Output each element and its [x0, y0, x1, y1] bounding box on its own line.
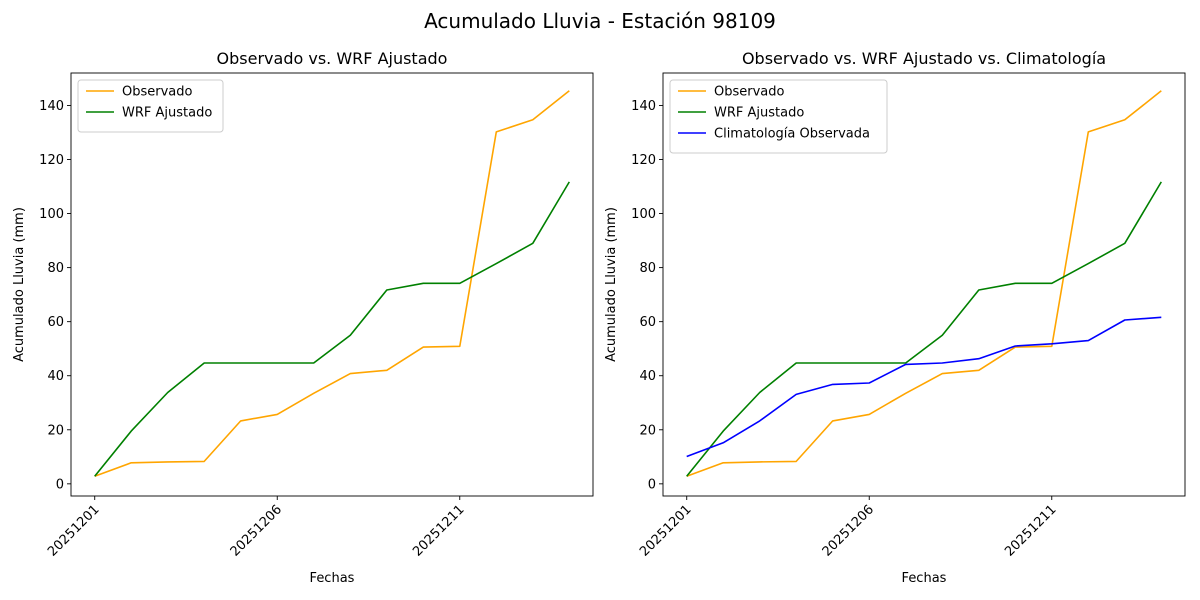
legend-label: Observado	[122, 85, 193, 100]
x-axis-label: Fechas	[310, 571, 355, 586]
legend: Observado WRF Ajustado Climatología Observ…	[669, 79, 888, 154]
y-tick-label: 0	[56, 477, 64, 492]
y-tick-label: 100	[39, 207, 64, 222]
y-tick-label: 60	[47, 315, 64, 330]
axes-frame	[70, 72, 594, 497]
y-tick-label: 120	[631, 153, 656, 168]
y-tick-label: 100	[631, 207, 656, 222]
y-axis-label: Acumulado Lluvia (mm)	[604, 207, 619, 362]
legend-label: WRF Ajustado	[714, 106, 804, 121]
y-tick-label: 40	[639, 369, 656, 384]
chart-title: Observado vs. WRF Ajustado vs. Climatolo…	[742, 49, 1106, 68]
y-tick-label: 60	[639, 315, 656, 330]
y-tick-label: 40	[47, 369, 64, 384]
y-tick-label: 20	[47, 423, 64, 438]
x-axis-label: Fechas	[902, 571, 947, 586]
legend-label: Climatología Observada	[714, 127, 870, 142]
figure-title: Acumulado Lluvia - Estación 98109	[424, 9, 776, 33]
series-line-observado	[94, 90, 570, 478]
chart-title: Observado vs. WRF Ajustado	[217, 49, 448, 68]
y-tick-label: 140	[39, 99, 64, 114]
chart-panel-2: Observado vs. WRF Ajustado vs. Climatolo…	[604, 49, 1186, 586]
legend-label: WRF Ajustado	[122, 106, 212, 121]
y-tick-label: 20	[639, 423, 656, 438]
legend-label: Observado	[714, 85, 785, 100]
y-tick-label: 120	[39, 153, 64, 168]
series-line-climatolog-a-observada	[686, 316, 1162, 458]
series-line-observado	[686, 90, 1162, 478]
series-line-wrf-ajustado	[686, 181, 1162, 477]
series-line-wrf-ajustado	[94, 181, 570, 477]
legend: Observado WRF Ajustado	[77, 79, 224, 133]
y-tick-label: 140	[631, 99, 656, 114]
y-tick-label: 0	[648, 477, 656, 492]
y-tick-label: 80	[639, 261, 656, 276]
axes-frame	[662, 72, 1186, 497]
legend-box	[77, 79, 224, 133]
legend-box	[669, 79, 888, 154]
y-tick-label: 80	[47, 261, 64, 276]
y-axis-label: Acumulado Lluvia (mm)	[12, 207, 27, 362]
